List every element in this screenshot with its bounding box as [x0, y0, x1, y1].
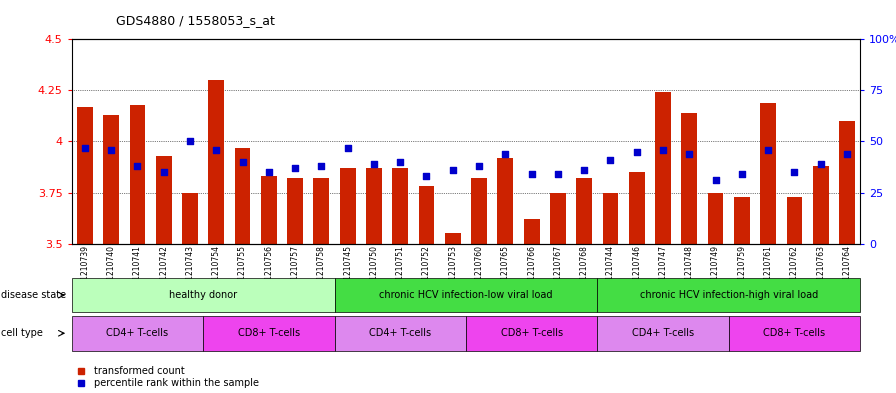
- Point: [709, 177, 723, 184]
- Point: [840, 151, 854, 157]
- Text: CD4+ T-cells: CD4+ T-cells: [632, 328, 694, 338]
- Point: [735, 171, 749, 177]
- Point: [157, 169, 171, 175]
- Bar: [418, 186, 435, 244]
- Point: [130, 163, 144, 169]
- Bar: [840, 121, 855, 244]
- Text: CD4+ T-cells: CD4+ T-cells: [369, 328, 431, 338]
- Point: [104, 147, 118, 153]
- Point: [183, 138, 197, 145]
- Bar: [524, 219, 539, 244]
- Bar: [340, 168, 356, 244]
- Bar: [182, 193, 198, 244]
- Bar: [209, 80, 224, 244]
- Bar: [471, 178, 487, 244]
- Bar: [576, 178, 592, 244]
- Text: percentile rank within the sample: percentile rank within the sample: [94, 378, 259, 388]
- Point: [682, 151, 696, 157]
- Bar: [288, 178, 303, 244]
- Bar: [445, 233, 461, 244]
- Bar: [235, 148, 250, 244]
- Point: [630, 149, 644, 155]
- Point: [419, 173, 434, 179]
- Point: [761, 147, 775, 153]
- Point: [788, 169, 802, 175]
- Bar: [156, 156, 171, 244]
- Text: CD4+ T-cells: CD4+ T-cells: [107, 328, 168, 338]
- Bar: [603, 193, 618, 244]
- Text: CD8+ T-cells: CD8+ T-cells: [237, 328, 300, 338]
- Text: CD8+ T-cells: CD8+ T-cells: [763, 328, 825, 338]
- Point: [814, 161, 828, 167]
- Point: [656, 147, 670, 153]
- Bar: [366, 168, 382, 244]
- Text: cell type: cell type: [1, 328, 43, 338]
- Text: disease state: disease state: [1, 290, 66, 300]
- Bar: [629, 172, 644, 244]
- Bar: [261, 176, 277, 244]
- Point: [366, 161, 381, 167]
- Point: [498, 151, 513, 157]
- Point: [577, 167, 591, 173]
- Point: [314, 163, 329, 169]
- Point: [288, 165, 302, 171]
- Bar: [103, 115, 119, 244]
- Point: [603, 157, 617, 163]
- Text: CD8+ T-cells: CD8+ T-cells: [501, 328, 563, 338]
- Point: [340, 145, 355, 151]
- Text: chronic HCV infection-high viral load: chronic HCV infection-high viral load: [640, 290, 818, 300]
- Point: [78, 145, 92, 151]
- Text: healthy donor: healthy donor: [169, 290, 237, 300]
- Point: [236, 159, 250, 165]
- Bar: [813, 166, 829, 244]
- Point: [393, 159, 408, 165]
- Bar: [392, 168, 408, 244]
- Point: [472, 163, 487, 169]
- Point: [524, 171, 538, 177]
- Bar: [682, 113, 697, 244]
- Bar: [708, 193, 723, 244]
- Text: chronic HCV infection-low viral load: chronic HCV infection-low viral load: [379, 290, 553, 300]
- Bar: [550, 193, 565, 244]
- Point: [209, 147, 223, 153]
- Bar: [314, 178, 329, 244]
- Bar: [761, 103, 776, 244]
- Point: [551, 171, 565, 177]
- Bar: [734, 196, 750, 244]
- Text: transformed count: transformed count: [94, 366, 185, 376]
- Bar: [655, 92, 671, 244]
- Point: [445, 167, 460, 173]
- Bar: [130, 105, 145, 244]
- Bar: [497, 158, 513, 244]
- Bar: [787, 196, 802, 244]
- Point: [262, 169, 276, 175]
- Text: GDS4880 / 1558053_s_at: GDS4880 / 1558053_s_at: [116, 14, 275, 27]
- Bar: [77, 107, 92, 244]
